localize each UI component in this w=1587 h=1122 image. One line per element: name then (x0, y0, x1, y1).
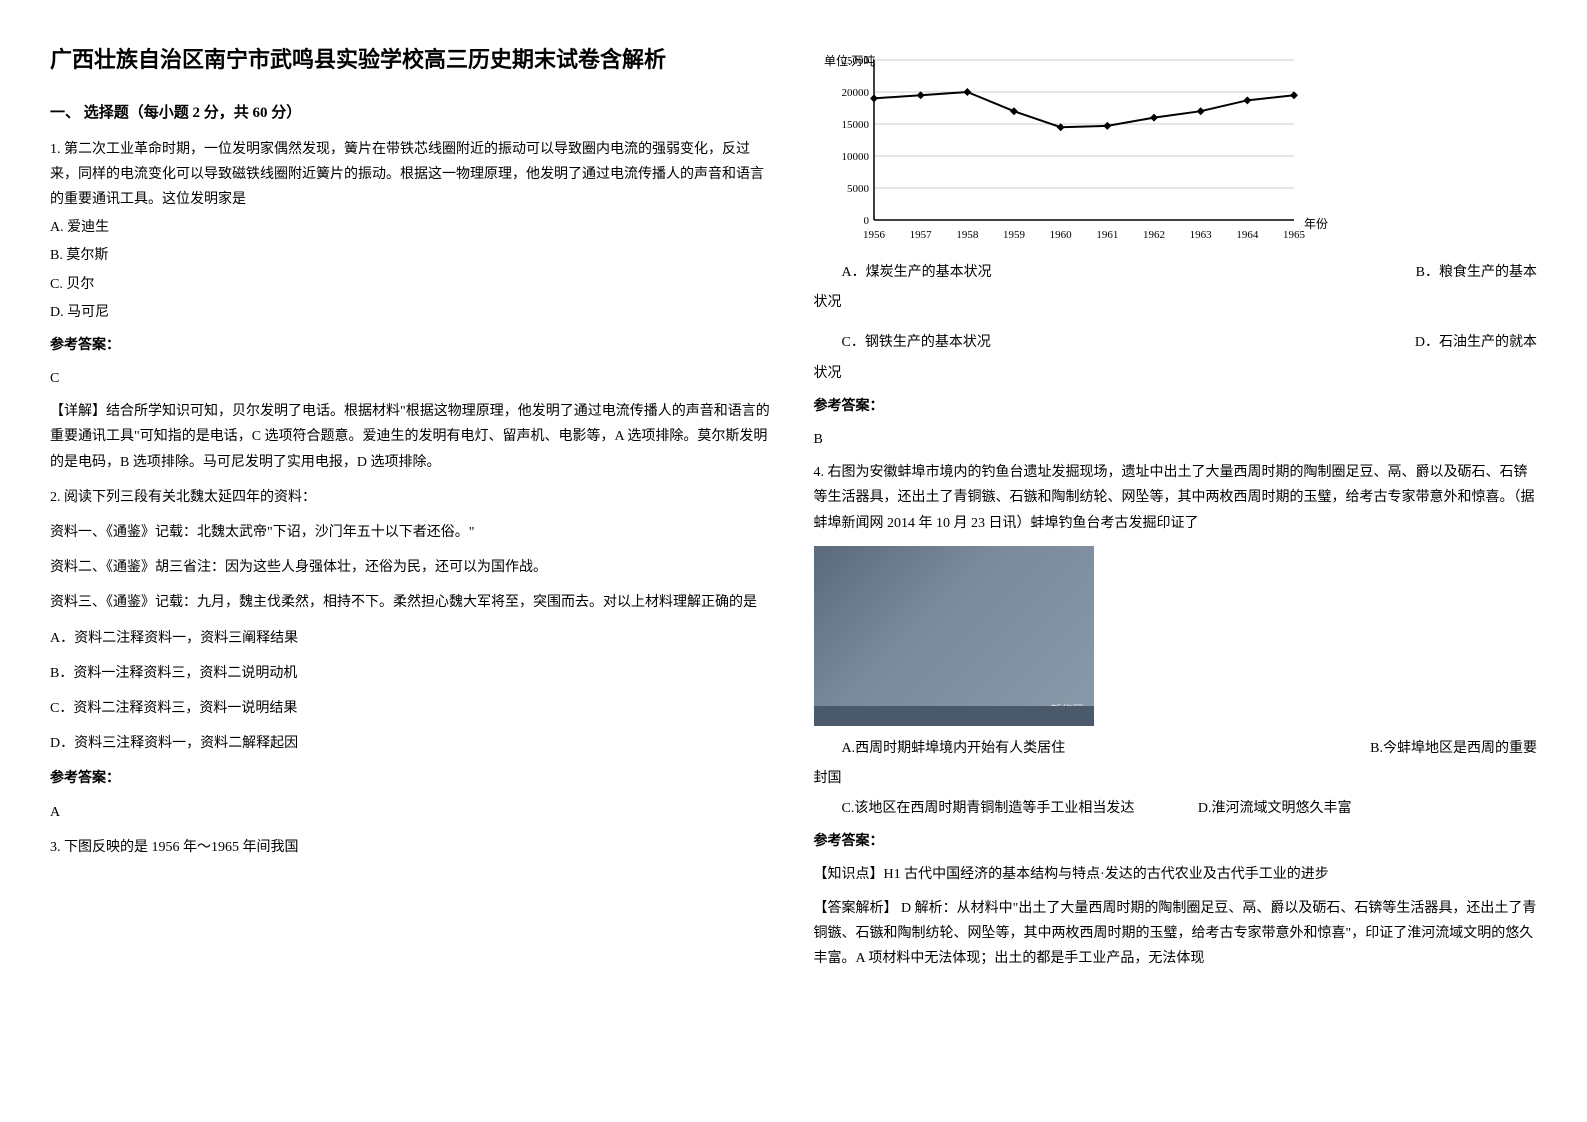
svg-text:15000: 15000 (841, 119, 869, 131)
question-4: 4. 右图为安徽蚌埠市境内的钓鱼台遗址发掘现场，遗址中出土了大量西周时期的陶制圈… (814, 460, 1538, 971)
svg-text:1959: 1959 (1003, 229, 1026, 241)
right-column: 0500010000150002000025000单位:万吨1956195719… (814, 40, 1538, 981)
q3-options-row-2: C．钢铁生产的基本状况 D．石油生产的就本 (814, 330, 1538, 355)
q1-answer: C (50, 366, 774, 391)
q4-option-b-cont: 封国 (814, 766, 1538, 791)
svg-text:1958: 1958 (956, 229, 979, 241)
svg-text:单位:万吨: 单位:万吨 (824, 53, 875, 68)
q4-options-row-1: A.西周时期蚌埠境内开始有人类居住 B.今蚌埠地区是西周的重要 (814, 736, 1538, 761)
q2-option-a: A．资料二注释资料一，资料三阐释结果 (50, 626, 774, 651)
q2-answer-label: 参考答案： (50, 766, 774, 791)
q1-stem: 1. 第二次工业革命时期，一位发明家偶然发现，簧片在带铁芯线圈附近的振动可以导致… (50, 137, 774, 213)
svg-text:5000: 5000 (847, 183, 870, 195)
q4-explanation: 【答案解析】 D 解析：从材料中"出土了大量西周时期的陶制圈足豆、鬲、爵以及砺石… (814, 896, 1538, 972)
q3-option-b: B．粮食生产的基本 (1388, 260, 1537, 285)
line-chart-svg: 0500010000150002000025000单位:万吨1956195719… (814, 50, 1334, 250)
svg-text:1956: 1956 (863, 229, 886, 241)
q4-stem: 4. 右图为安徽蚌埠市境内的钓鱼台遗址发掘现场，遗址中出土了大量西周时期的陶制圈… (814, 460, 1538, 536)
q2-option-d: D．资料三注释资料一，资料二解释起因 (50, 731, 774, 756)
q4-options-row-2: C.该地区在西周时期青铜制造等手工业相当发达 D.淮河流域文明悠久丰富 (814, 796, 1538, 821)
q1-option-b: B. 莫尔斯 (50, 243, 774, 268)
q2-answer: A (50, 800, 774, 825)
question-2: 2. 阅读下列三段有关北魏太延四年的资料： 资料一、《通鉴》记载：北魏太武帝"下… (50, 485, 774, 825)
q2-material-2: 资料二、《通鉴》胡三省注：因为这些人身强体壮，还俗为民，还可以为国作战。 (50, 555, 774, 580)
q3-option-b-cont: 状况 (814, 290, 1538, 315)
svg-text:1962: 1962 (1143, 229, 1165, 241)
q3-options-row-1: A．煤炭生产的基本状况 B．粮食生产的基本 (814, 260, 1538, 285)
q3-stem: 3. 下图反映的是 1956 年～1965 年间我国 (50, 835, 774, 860)
q2-option-b: B．资料一注释资料三，资料二说明动机 (50, 661, 774, 686)
q2-option-c: C．资料二注释资料三，资料一说明结果 (50, 696, 774, 721)
q4-answer-label: 参考答案： (814, 829, 1538, 854)
q3-option-c: C．钢铁生产的基本状况 (814, 330, 991, 355)
q1-option-d: D. 马可尼 (50, 300, 774, 325)
left-column: 广西壮族自治区南宁市武鸣县实验学校高三历史期末试卷含解析 一、 选择题（每小题 … (50, 40, 774, 981)
q3-option-d-cont: 状况 (814, 361, 1538, 386)
q4-option-d: D.淮河流域文明悠久丰富 (1198, 801, 1352, 816)
svg-text:1965: 1965 (1283, 229, 1306, 241)
svg-text:年份: 年份 (1304, 217, 1328, 231)
q2-material-3: 资料三、《通鉴》记载：九月，魏主伐柔然，相持不下。柔然担心魏大军将至，突围而去。… (50, 590, 774, 615)
q1-answer-label: 参考答案： (50, 333, 774, 358)
q1-option-c: C. 贝尔 (50, 272, 774, 297)
q3-answer: B (814, 427, 1538, 452)
q4-option-a: A.西周时期蚌埠境内开始有人类居住 (814, 736, 1066, 761)
q4-knowledge: 【知识点】H1 古代中国经济的基本结构与特点·发达的古代农业及古代手工业的进步 (814, 862, 1538, 887)
q3-chart: 0500010000150002000025000单位:万吨1956195719… (814, 50, 1538, 250)
section-1-header: 一、 选择题（每小题 2 分，共 60 分） (50, 100, 774, 127)
image-watermark: 新华网 (1051, 701, 1084, 721)
svg-text:10000: 10000 (841, 151, 869, 163)
svg-text:0: 0 (863, 215, 869, 227)
svg-text:1960: 1960 (1049, 229, 1072, 241)
svg-text:1964: 1964 (1236, 229, 1259, 241)
q2-stem: 2. 阅读下列三段有关北魏太延四年的资料： (50, 485, 774, 510)
q4-option-c: C.该地区在西周时期青铜制造等手工业相当发达 (842, 801, 1135, 816)
svg-text:1957: 1957 (909, 229, 932, 241)
q3-answer-label: 参考答案： (814, 394, 1538, 419)
q1-option-a: A. 爱迪生 (50, 215, 774, 240)
q1-explanation: 【详解】结合所学知识可知，贝尔发明了电话。根据材料"根据这物理原理，他发明了通过… (50, 399, 774, 475)
question-1: 1. 第二次工业革命时期，一位发明家偶然发现，簧片在带铁芯线圈附近的振动可以导致… (50, 137, 774, 475)
svg-text:1963: 1963 (1189, 229, 1212, 241)
q2-material-1: 资料一、《通鉴》记载：北魏太武帝"下诏，沙门年五十以下者还俗。" (50, 520, 774, 545)
q3-option-a: A．煤炭生产的基本状况 (814, 260, 992, 285)
document-title: 广西壮族自治区南宁市武鸣县实验学校高三历史期末试卷含解析 (50, 40, 774, 80)
svg-text:20000: 20000 (841, 87, 869, 99)
q4-option-b: B.今蚌埠地区是西周的重要 (1342, 736, 1537, 761)
q3-option-d: D．石油生产的就本 (1387, 330, 1537, 355)
svg-text:1961: 1961 (1096, 229, 1118, 241)
q4-image: 新华网 (814, 546, 1094, 726)
